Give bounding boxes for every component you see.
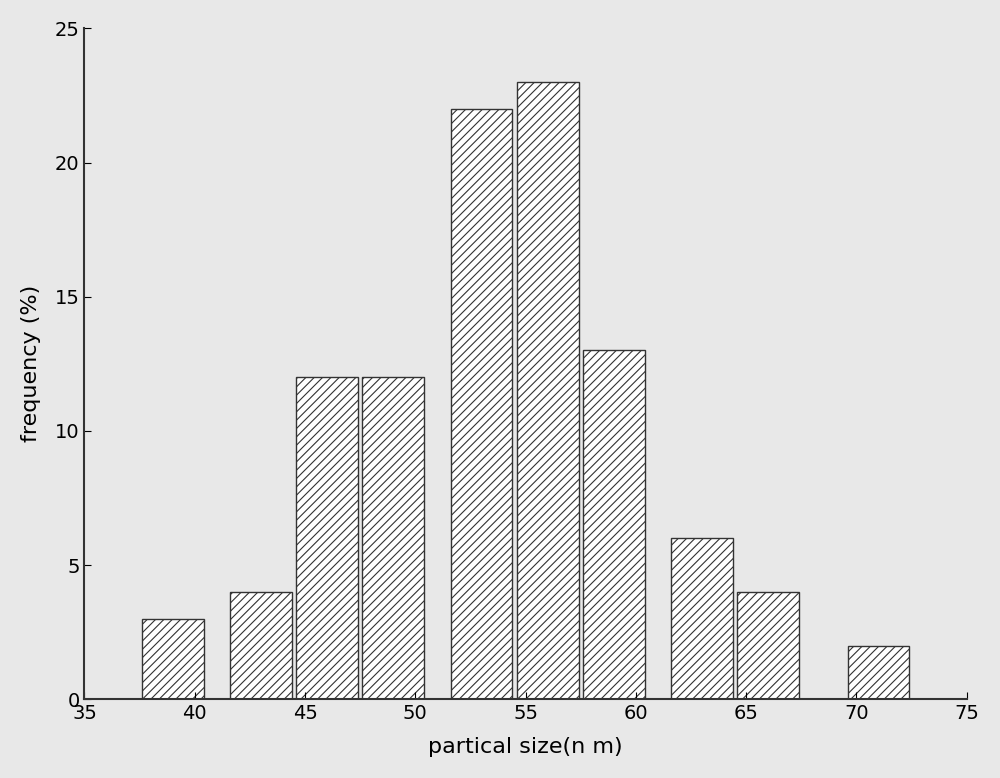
Bar — [848, 646, 909, 699]
Bar — [517, 82, 579, 699]
Bar — [451, 109, 512, 699]
X-axis label: partical size(n m): partical size(n m) — [428, 738, 623, 757]
Bar — [583, 350, 645, 699]
Bar — [296, 377, 358, 699]
Bar — [362, 377, 424, 699]
Y-axis label: frequency (%): frequency (%) — [21, 286, 41, 443]
Bar — [737, 592, 799, 699]
Bar — [671, 538, 733, 699]
Bar — [142, 619, 204, 699]
Bar — [230, 592, 292, 699]
